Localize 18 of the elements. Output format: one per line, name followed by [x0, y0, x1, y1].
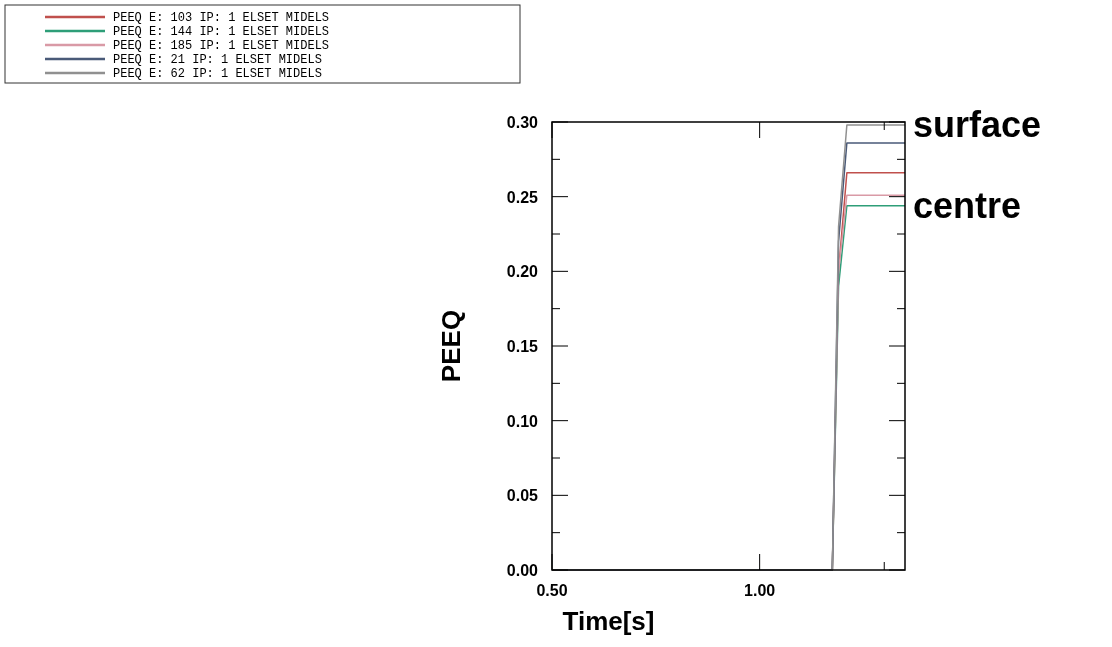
x-axis-title: Time[s] — [562, 606, 655, 636]
y-axis-title: PEEQ — [436, 309, 466, 383]
y-tick-label: 0.15 — [506, 338, 539, 355]
y-tick-label: 0.20 — [506, 263, 539, 281]
y-tick-label: 0.30 — [506, 114, 539, 131]
legend-label: PEEQ E: 103 IP: 1 ELSET MIDELS — [113, 11, 330, 25]
annotation: surface — [913, 103, 1042, 145]
y-tick-label: 0.25 — [506, 188, 539, 206]
legend-label: PEEQ E: 21 IP: 1 ELSET MIDELS — [113, 53, 322, 67]
y-tick-label: 0.00 — [506, 562, 539, 579]
y-tick-label: 0.10 — [506, 412, 539, 430]
annotation: centre — [913, 184, 1022, 226]
x-tick-label: 1.00 — [744, 582, 776, 599]
y-tick-label: 0.05 — [506, 487, 539, 505]
legend-label: PEEQ E: 185 IP: 1 ELSET MIDELS — [113, 39, 330, 53]
x-tick-label: 0.50 — [536, 582, 568, 599]
legend-label: PEEQ E: 62 IP: 1 ELSET MIDELS — [113, 67, 322, 81]
legend-label: PEEQ E: 144 IP: 1 ELSET MIDELS — [113, 25, 330, 39]
